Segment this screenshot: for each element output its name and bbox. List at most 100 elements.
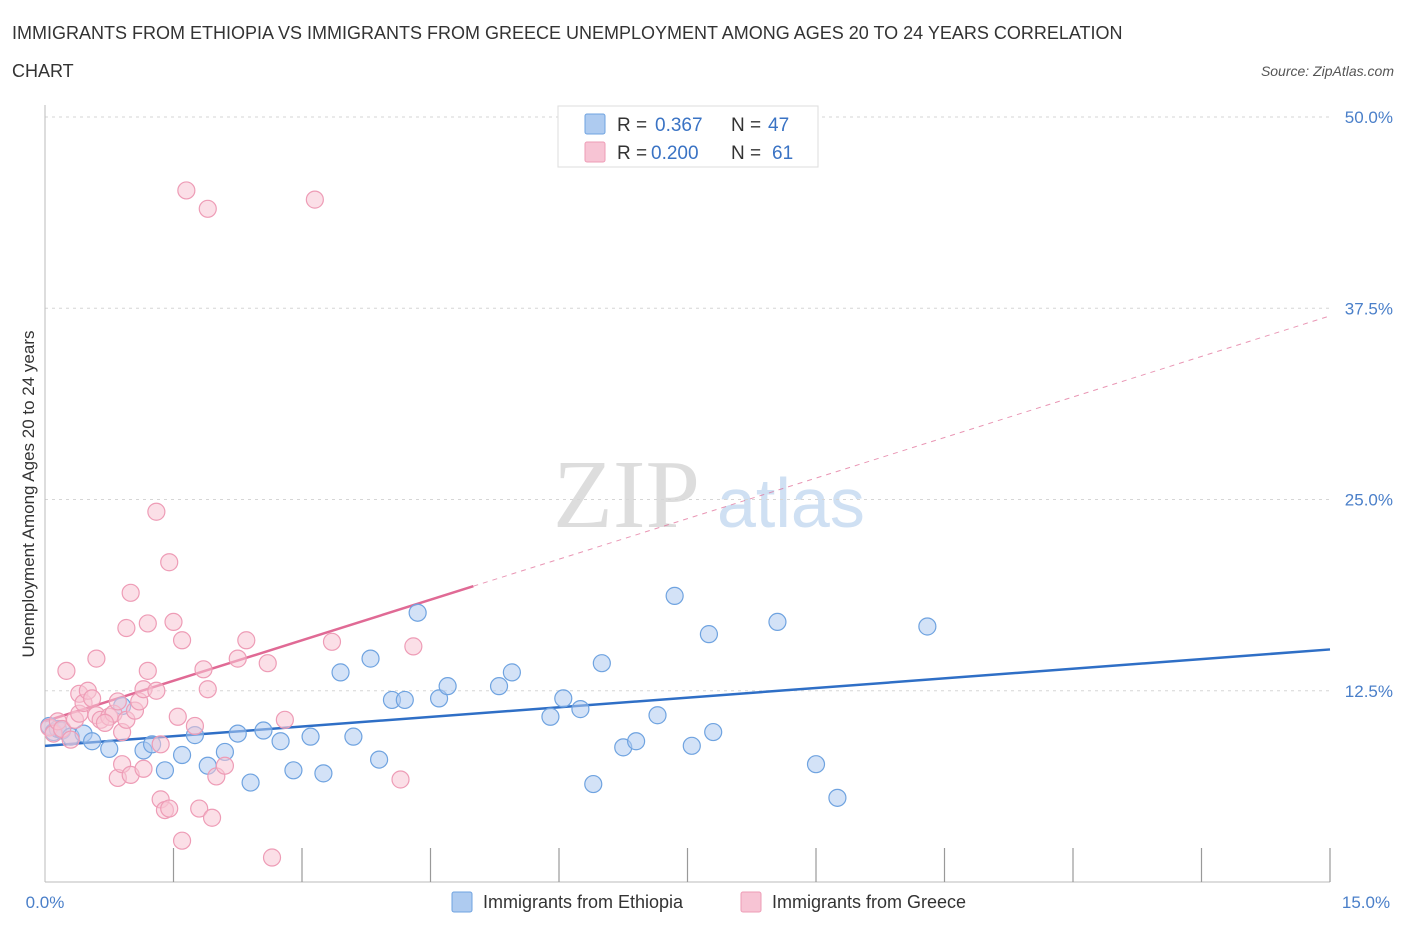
point-ethiopia-32 <box>489 677 509 696</box>
chart-title-line-1: IMMIGRANTS FROM ETHIOPIA VS IMMIGRANTS F… <box>12 23 1123 43</box>
point-ethiopia-40 <box>626 732 646 751</box>
point-greece-38 <box>168 707 187 726</box>
point-greece-13 <box>87 649 106 668</box>
legend-n-label-greece: N = <box>731 143 761 164</box>
point-greece-54 <box>305 190 324 209</box>
legend-swatch-ethiopia <box>584 113 606 135</box>
point-greece-29 <box>138 661 157 680</box>
point-greece-50 <box>237 631 256 650</box>
point-ethiopia-25 <box>361 649 380 668</box>
point-ethiopia-22 <box>314 764 333 783</box>
point-ethiopia-26 <box>370 750 389 769</box>
point-greece-17 <box>108 692 127 711</box>
point-greece-30 <box>138 614 157 633</box>
point-ethiopia-33 <box>502 663 521 682</box>
legend-n-value-greece: 61 <box>772 143 793 164</box>
point-ethiopia-45 <box>704 722 723 742</box>
point-ethiopia-21 <box>301 727 320 746</box>
legend-n-value-ethiopia: 47 <box>768 115 789 136</box>
point-greece-32 <box>147 681 166 700</box>
point-greece-4 <box>57 661 76 680</box>
point-ethiopia-38 <box>592 654 611 673</box>
point-greece-60 <box>95 713 115 732</box>
point-greece-58 <box>215 756 234 775</box>
point-ethiopia-17 <box>241 773 260 792</box>
point-ethiopia-47 <box>806 755 826 774</box>
point-ethiopia-42 <box>665 586 684 605</box>
point-greece-53 <box>275 710 294 729</box>
point-greece-40 <box>172 831 192 850</box>
point-greece-46 <box>198 199 217 218</box>
point-greece-28 <box>134 759 153 778</box>
point-ethiopia-43 <box>682 736 701 755</box>
point-ethiopia-12 <box>172 745 192 765</box>
point-ethiopia-6 <box>83 732 102 751</box>
point-ethiopia-24 <box>344 727 363 746</box>
watermark-atlas: atlas <box>717 464 865 542</box>
point-ethiopia-48 <box>828 788 847 807</box>
point-ethiopia-36 <box>571 700 590 719</box>
point-greece-47 <box>202 808 222 827</box>
x-ticks <box>172 848 1331 882</box>
y-tick-label-3: 50.0% <box>1345 108 1393 127</box>
y-tick-label-2: 37.5% <box>1345 299 1393 318</box>
point-ethiopia-35 <box>554 689 573 708</box>
point-ethiopia-7 <box>100 739 119 758</box>
point-ethiopia-49 <box>918 617 937 636</box>
y-tick-label-0: 12.5% <box>1345 682 1393 701</box>
y-tick-label-1: 25.0% <box>1345 491 1393 510</box>
point-ethiopia-29 <box>408 603 427 622</box>
bottom-legend-swatch-ethiopia <box>451 891 473 913</box>
point-ethiopia-20 <box>284 761 303 780</box>
point-greece-36 <box>160 553 179 572</box>
point-greece-43 <box>190 799 209 818</box>
point-greece-39 <box>172 631 192 650</box>
point-greece-22 <box>117 618 136 638</box>
legend: R = 0.367 N = 47 R = 0.200 N = 61 <box>557 105 819 168</box>
gridlines <box>45 116 1330 692</box>
data-points <box>40 181 937 867</box>
chart-source: Source: ZipAtlas.com <box>1261 63 1394 79</box>
point-ethiopia-11 <box>155 761 175 780</box>
point-greece-55 <box>322 632 342 651</box>
point-greece-24 <box>121 583 140 602</box>
legend-n-label-ethiopia: N = <box>731 115 761 136</box>
point-greece-5 <box>61 730 80 749</box>
point-greece-44 <box>194 660 213 679</box>
legend-r-label-ethiopia: R = <box>617 115 647 136</box>
legend-r-value-greece: 0.200 <box>651 143 699 164</box>
point-greece-52 <box>262 848 282 867</box>
bottom-legend-label-greece: Immigrants from Greece <box>772 892 966 912</box>
point-greece-42 <box>185 716 205 736</box>
point-greece-59 <box>160 799 179 818</box>
point-ethiopia-16 <box>228 724 247 743</box>
point-ethiopia-34 <box>541 707 560 726</box>
point-ethiopia-44 <box>699 625 719 644</box>
point-greece-57 <box>404 637 423 656</box>
point-greece-31 <box>147 502 166 521</box>
point-greece-37 <box>164 612 183 632</box>
point-greece-51 <box>258 654 277 673</box>
point-ethiopia-28 <box>395 690 414 710</box>
point-greece-56 <box>391 770 410 789</box>
point-greece-11 <box>83 689 102 708</box>
point-ethiopia-31 <box>438 677 457 696</box>
point-ethiopia-46 <box>768 612 787 632</box>
legend-r-label-greece: R = <box>617 143 647 164</box>
y-tick-labels: 12.5% 25.0% 37.5% 50.0% <box>1345 108 1393 701</box>
chart-title-line-2: CHART <box>12 61 74 81</box>
point-ethiopia-23 <box>331 663 350 682</box>
bottom-legend-label-ethiopia: Immigrants from Ethiopia <box>483 892 684 912</box>
x-tick-label-max: 15.0% <box>1342 893 1390 912</box>
point-greece-45 <box>198 680 217 699</box>
point-ethiopia-37 <box>584 774 603 794</box>
watermark-zip: ZIP <box>553 441 700 549</box>
x-tick-label-min: 0.0% <box>26 893 65 912</box>
point-ethiopia-41 <box>648 706 667 725</box>
point-greece-49 <box>228 649 247 668</box>
point-greece-41 <box>177 181 196 200</box>
point-ethiopia-18 <box>254 721 273 740</box>
legend-r-value-ethiopia: 0.367 <box>655 115 703 136</box>
y-axis-title: Unemployment Among Ages 20 to 24 years <box>19 331 38 658</box>
